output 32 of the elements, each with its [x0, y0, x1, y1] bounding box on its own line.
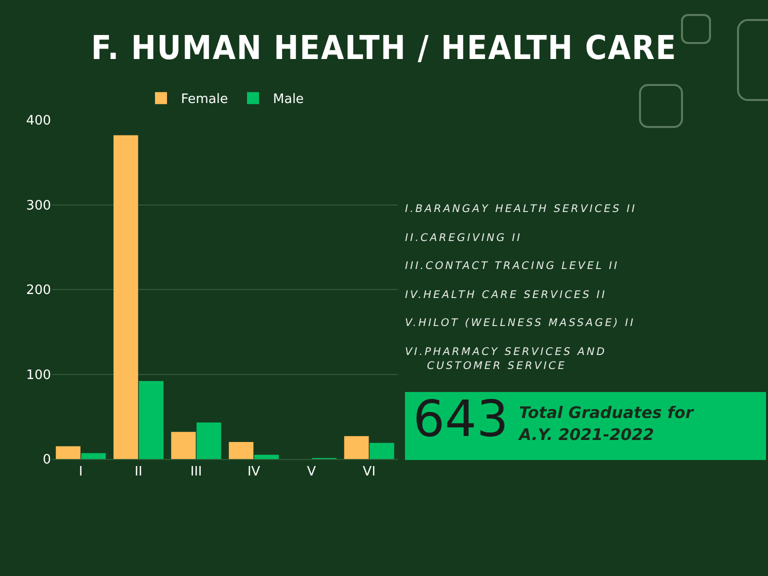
x-tick-label: II — [134, 464, 142, 480]
chart-title: F. HUMAN HEALTH / HEALTH CARE — [90, 28, 678, 67]
y-tick-label: 200 — [26, 283, 51, 298]
bar — [196, 422, 222, 459]
y-tick-label: 0 — [42, 452, 51, 468]
legend-label: Male — [273, 92, 304, 108]
x-tick-label: I — [78, 464, 83, 480]
bar — [228, 442, 254, 459]
x-tick-label: VI — [362, 464, 376, 480]
y-tick-label: 400 — [26, 114, 51, 129]
text: IV.HEALTH CARE SERVICES II — [405, 288, 608, 302]
bar — [114, 135, 138, 459]
bar — [138, 381, 164, 459]
text: III.CONTACT TRACING LEVEL II — [405, 259, 620, 273]
bar — [370, 442, 394, 459]
text: Total Graduates for A.Y. 2021-2022 — [519, 402, 695, 446]
x-tick-label: V — [307, 464, 316, 480]
y-tick-label: 100 — [26, 368, 51, 383]
text: II.CAREGIVING II — [405, 230, 524, 244]
bar — [344, 436, 369, 459]
x-tick-label: IV — [247, 464, 260, 480]
x-tick-label: III — [190, 464, 202, 480]
y-tick-label: 300 — [26, 198, 51, 214]
bar — [171, 432, 196, 459]
text: VI.PHARMACY SERVICES AND CUSTOMER SERVICE — [405, 344, 608, 372]
text: 643 — [413, 390, 508, 448]
bar — [56, 446, 80, 459]
bar — [81, 453, 106, 459]
bar — [254, 454, 279, 459]
text: V.HILOT (WELLNESS MASSAGE) II — [405, 316, 636, 330]
text: I.BARANGAY HEALTH SERVICES II — [405, 202, 638, 216]
legend-label: Female — [181, 92, 228, 108]
